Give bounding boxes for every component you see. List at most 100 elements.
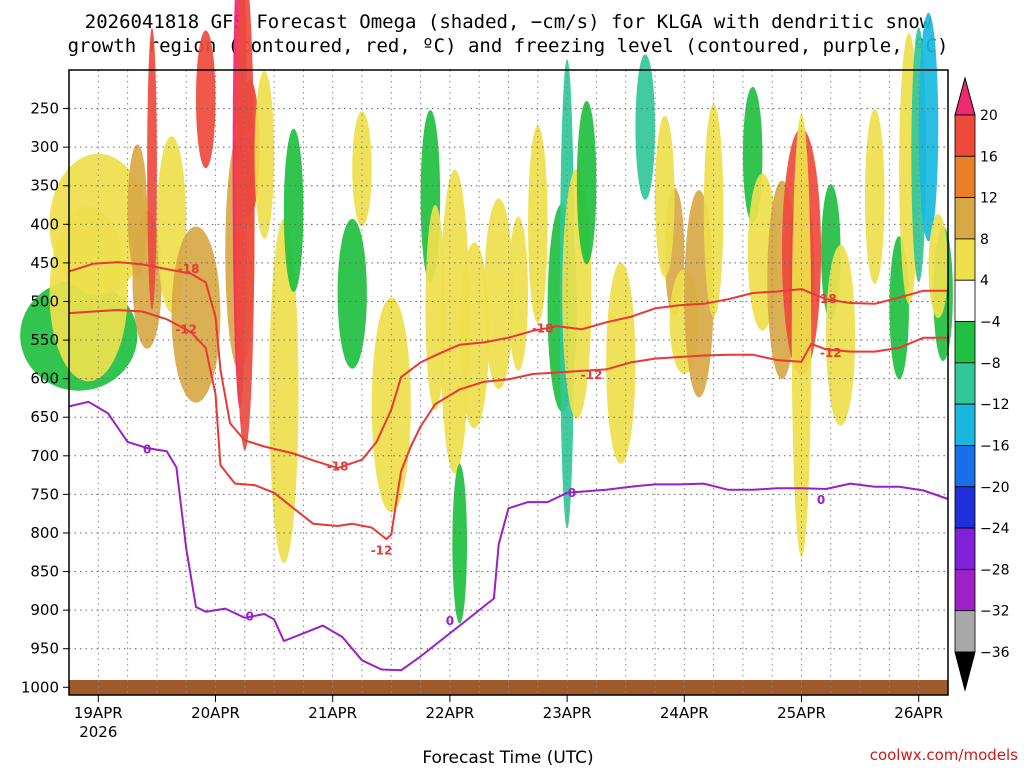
colorbar-bin [954,568,976,612]
contour-minus18 [68,261,948,470]
colorbar-label: 20 [980,108,998,124]
x-tick-label: 25APR [777,704,826,722]
colorbar-label: −4 [980,315,1001,331]
contour-label: -18 [532,321,554,335]
y-tick-label: 900 [30,601,59,619]
pressure-axis: 250 300 350 400 450 500 550 600 650 700 750 800 850 9… [21,100,69,696]
colorbar-bin [954,486,976,529]
colorbar-bin [954,279,976,322]
omega-shade-cell [269,219,299,563]
omega-shade-cell [371,297,411,513]
omega-shade-cell [452,464,467,624]
x-tick-label: 26APR [894,704,943,722]
contour-minus12 [68,309,948,541]
contour-label: 0 [568,486,576,500]
contour-label: -12 [820,346,842,360]
contour-label: -12 [581,368,603,382]
x-tick-label: 23APR [543,704,592,722]
contour-zero-freezing-level [68,400,949,672]
contour-lines: -18 -18 -18 -18 -12 -12 -12 -12 0 0 0 0 0 [68,261,949,672]
y-tick-label: 300 [30,138,59,156]
omega-shade-cell [425,205,446,411]
contour-label: 0 [246,609,254,623]
y-tick-label: 350 [30,177,59,195]
plot-frame [68,69,949,696]
contour-label: -18 [815,292,837,306]
colorbar-bin [954,197,976,240]
colorbar-bin [954,155,976,199]
y-tick-label: 1000 [21,678,59,696]
y-tick-label: 800 [30,524,59,542]
omega-shade-cell [254,70,275,239]
x-tick-year-label: 2026 [79,723,117,741]
colorbar-bottom-arrow [954,651,976,692]
chart-title-line1: 2026041818 GFS Forecast Omega (shaded, −… [85,11,932,33]
credit-text: coolwx.com/models [870,746,1018,764]
plot-area: -18 -18 -18 -18 -12 -12 -12 -12 0 0 0 0 0 250 300 350 4… [20,0,953,741]
colorbar-bin [954,527,976,570]
x-axis-label: Forecast Time (UTC) [422,748,593,768]
y-tick-label: 750 [30,485,59,503]
omega-shade-cell [928,213,948,319]
y-tick-label: 400 [30,215,59,233]
colorbar: 20 16 12 8 4 −4 −8 −12 −16 −20 −24 −28 −32 −36 [954,76,1010,692]
omega-shade-cell [195,30,216,169]
colorbar-bin [954,238,976,281]
contour-label: -18 [178,262,200,276]
omega-shade-cell [825,245,856,426]
omega-shade-cell [352,111,372,227]
y-tick-label: 550 [30,331,59,349]
omega-shade-cell [576,100,597,265]
chart-title-line2: growth region (contoured, red, ºC) and f… [68,35,949,57]
omega-shade-cell [606,262,636,464]
contour-label: 0 [143,443,151,457]
colorbar-label: 8 [980,232,989,248]
omega-shade-cell [147,27,157,310]
omega-shade-cell [635,54,655,200]
contour-label: 0 [446,614,454,628]
colorbar-label: 12 [980,191,998,207]
colorbar-label: 16 [980,149,998,165]
omega-shade-cell [171,226,221,403]
x-tick-label: 19APR [74,704,123,722]
y-tick-label: 600 [30,370,59,388]
y-tick-label: 250 [30,100,59,118]
contour-label: -18 [327,460,349,474]
colorbar-label: −20 [980,480,1010,496]
x-tick-label: 21APR [308,704,357,722]
omega-shade-cell [508,216,529,371]
colorbar-label: −8 [980,356,1001,372]
colorbar-bin [954,445,976,488]
y-tick-label: 450 [30,254,59,272]
colorbar-label: −36 [980,645,1010,661]
colorbar-label: −32 [980,604,1010,620]
colorbar-label: −28 [980,562,1010,578]
omega-shade-cell [283,128,304,293]
y-tick-label: 700 [30,447,59,465]
colorbar-bin [954,362,976,405]
omega-shade-cell [918,12,939,242]
contour-label: 0 [817,493,825,507]
y-tick-label: 650 [30,408,59,426]
y-tick-label: 500 [30,292,59,310]
contour-label: -12 [175,322,197,336]
colorbar-label: −16 [980,438,1010,454]
colorbar-label: −12 [980,397,1010,413]
x-tick-label: 24APR [660,704,709,722]
x-tick-label: 22APR [425,704,474,722]
y-tick-label: 850 [30,563,59,581]
omega-shade-cell [337,218,367,369]
omega-shade-cell [864,109,885,285]
colorbar-label: 4 [980,273,989,289]
grid-lines [68,70,949,695]
colorbar-bin [954,321,976,364]
colorbar-bin [954,403,976,446]
omega-shading [20,0,953,624]
x-tick-label: 20APR [191,704,240,722]
colorbar-bin [954,114,976,157]
y-tick-label: 950 [30,640,59,658]
colorbar-bin [954,610,976,653]
omega-shade-cell [655,115,675,278]
